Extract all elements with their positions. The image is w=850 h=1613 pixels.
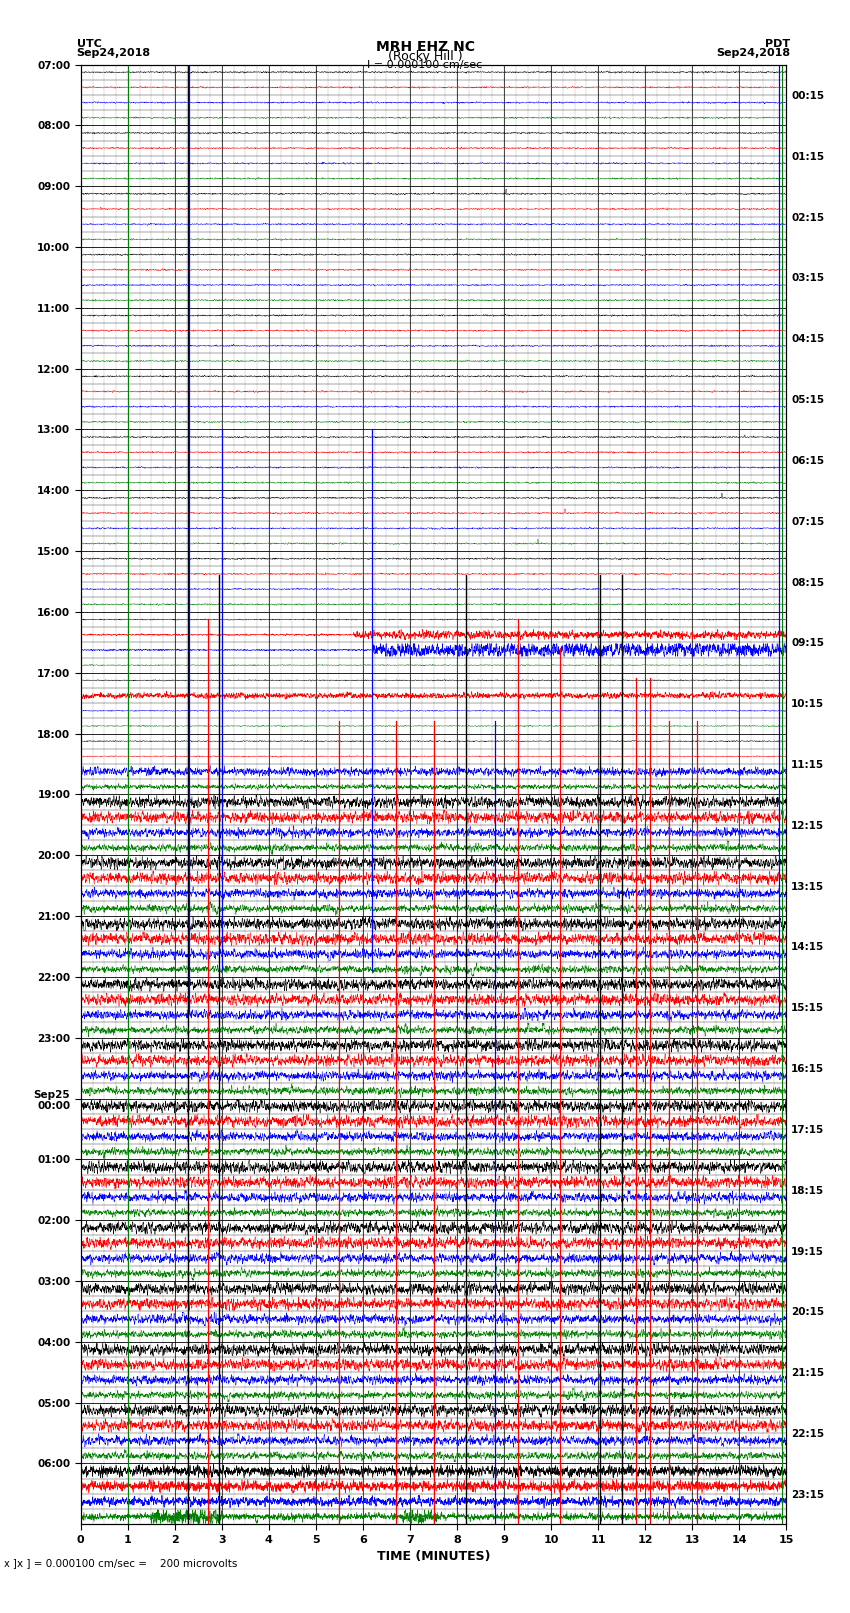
Text: PDT: PDT [765,39,790,48]
Text: I = 0.000100 cm/sec: I = 0.000100 cm/sec [367,60,483,69]
Text: Sep24,2018: Sep24,2018 [76,48,150,58]
Text: Sep24,2018: Sep24,2018 [717,48,790,58]
Text: x ]: x ] [4,1558,17,1568]
X-axis label: TIME (MINUTES): TIME (MINUTES) [377,1550,490,1563]
Text: x ] = 0.000100 cm/sec =    200 microvolts: x ] = 0.000100 cm/sec = 200 microvolts [17,1558,237,1568]
Text: MRH EHZ NC: MRH EHZ NC [376,39,474,53]
Text: UTC: UTC [76,39,101,48]
Text: (Rocky Hill ): (Rocky Hill ) [388,50,462,63]
